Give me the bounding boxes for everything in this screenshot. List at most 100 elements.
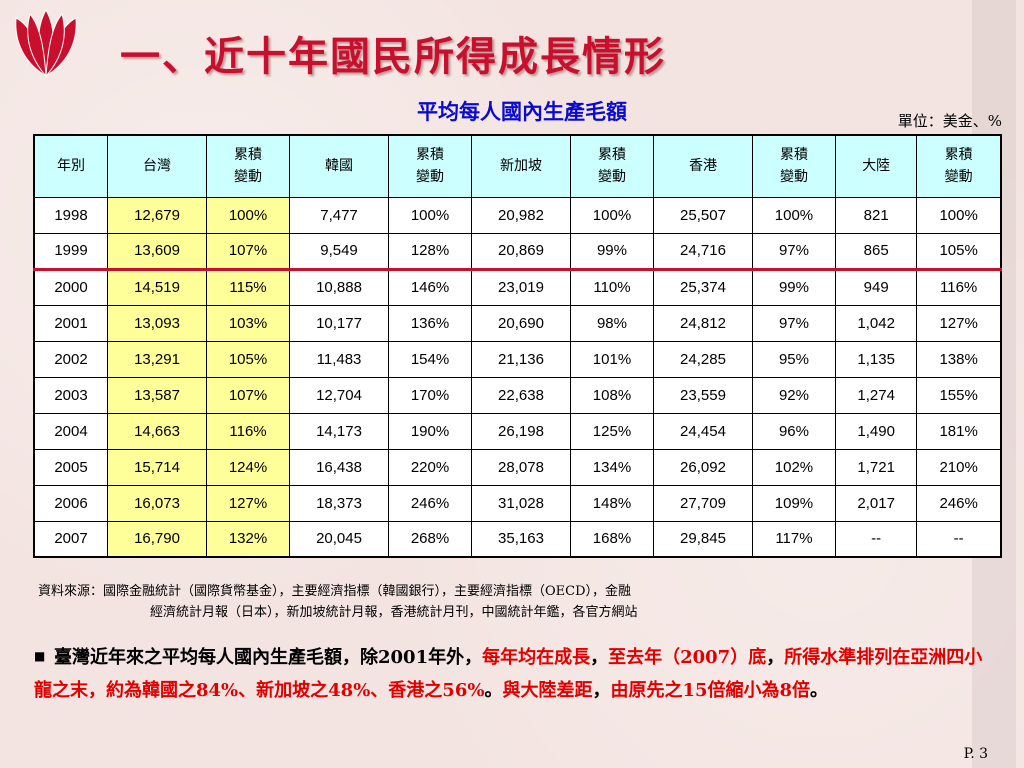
table-cell: 97% bbox=[751, 304, 837, 342]
table-cell: 13,609 bbox=[107, 232, 207, 271]
unit-label: 單位：美金、% bbox=[897, 112, 1002, 130]
table-cell: 92% bbox=[751, 376, 837, 414]
table-cell: 35,163 bbox=[471, 520, 571, 558]
table-cell: 1,042 bbox=[834, 304, 918, 342]
table-cell: 109% bbox=[751, 484, 837, 522]
table-cell: 14,519 bbox=[107, 268, 207, 306]
table-cell: 14,663 bbox=[107, 412, 207, 450]
bullet-text-3: ， bbox=[766, 647, 785, 668]
table-cell: 124% bbox=[205, 448, 291, 486]
table-cell: 27,709 bbox=[653, 484, 753, 522]
table-cell: 154% bbox=[387, 340, 473, 378]
table-cell: 110% bbox=[569, 268, 655, 306]
table-cell: 23,559 bbox=[653, 376, 753, 414]
bullet-highlight-4: 與大陸差距 bbox=[502, 680, 593, 701]
table-cell: 2000 bbox=[33, 268, 109, 306]
table-cell: 16,790 bbox=[107, 520, 207, 558]
bullet-text-4: 。 bbox=[484, 680, 503, 701]
table-row: 2002 13,291 105% 11,483 154% 21,136 101% 24,285… bbox=[33, 340, 1002, 378]
gdp-per-capita-table: 年別 台灣 累積 變動 韓國 累積 變動 新加坡 累積 變動 香港 累積 變動 大陸 累積 變動 1998 12… bbox=[33, 134, 1002, 558]
bullet-text-1: 臺灣近年來之平均每人國內生產毛額，除2001年外， bbox=[54, 647, 483, 668]
column-header: 累積 變動 bbox=[205, 134, 291, 198]
table-header-row: 年別 台灣 累積 變動 韓國 累積 變動 新加坡 累積 變動 香港 累積 變動 大陸 累積 變動 bbox=[33, 134, 1002, 198]
table-cell: 99% bbox=[751, 268, 837, 306]
table-cell: 100% bbox=[569, 196, 655, 234]
table-cell: 949 bbox=[834, 268, 918, 306]
table-cell: 100% bbox=[751, 196, 837, 234]
table-cell: 246% bbox=[916, 484, 1002, 522]
table-cell: 11,483 bbox=[289, 340, 389, 378]
table-cell: 98% bbox=[569, 304, 655, 342]
column-header: 累積 變動 bbox=[569, 134, 655, 198]
table-cell: 821 bbox=[834, 196, 918, 234]
bullet-highlight-2: 至去年（2007）底 bbox=[608, 647, 767, 668]
table-cell: 2006 bbox=[33, 484, 109, 522]
table-cell: 13,587 bbox=[107, 376, 207, 414]
table-cell: 13,093 bbox=[107, 304, 207, 342]
table-cell: 117% bbox=[751, 520, 837, 558]
table-row: 2001 13,093 103% 10,177 136% 20,690 98% 24,812 9… bbox=[33, 304, 1002, 342]
table-cell: 96% bbox=[751, 412, 837, 450]
table-row: 2006 16,073 127% 18,373 246% 31,028 148% 27,709… bbox=[33, 484, 1002, 522]
table-cell: 102% bbox=[751, 448, 837, 486]
table-cell: 127% bbox=[205, 484, 291, 522]
table-cell: 246% bbox=[387, 484, 473, 522]
column-header: 累積 變動 bbox=[387, 134, 473, 198]
table-title: 平均每人國內生產毛額 bbox=[417, 99, 627, 124]
table-cell: 13,291 bbox=[107, 340, 207, 378]
table-cell: 99% bbox=[569, 232, 655, 271]
table-cell: 26,198 bbox=[471, 412, 571, 450]
table-cell: 24,454 bbox=[653, 412, 753, 450]
table-cell: 2,017 bbox=[834, 484, 918, 522]
table-cell: 220% bbox=[387, 448, 473, 486]
table-cell: 138% bbox=[916, 340, 1002, 378]
table-cell: 107% bbox=[205, 376, 291, 414]
table-cell: 15,714 bbox=[107, 448, 207, 486]
bullet-highlight-3: 所得水準排列在亞洲四小龍之末，約為韓國之84%、新加坡之48%、香港之56% bbox=[34, 647, 983, 701]
table-cell: 1,721 bbox=[834, 448, 918, 486]
table-cell: -- bbox=[916, 520, 1002, 558]
table-cell: 2004 bbox=[33, 412, 109, 450]
slide-title: 一、近十年國民所得成長情形 bbox=[120, 33, 666, 80]
company-logo-icon bbox=[15, 8, 77, 78]
table-cell: 268% bbox=[387, 520, 473, 558]
bullet-highlight-1: 每年均在成長 bbox=[482, 647, 591, 668]
table-cell: 12,704 bbox=[289, 376, 389, 414]
table-cell: 1999 bbox=[33, 232, 109, 271]
table-cell: 20,982 bbox=[471, 196, 571, 234]
table-cell: 116% bbox=[916, 268, 1002, 306]
column-header: 年別 bbox=[33, 134, 109, 198]
source-line-1: 資料來源：國際金融統計（國際貨幣基金），主要經濟指標（韓國銀行），主要經濟指標（… bbox=[38, 584, 632, 599]
table-cell: 1,490 bbox=[834, 412, 918, 450]
bullet-text-2: ， bbox=[590, 647, 609, 668]
table-cell: 18,373 bbox=[289, 484, 389, 522]
table-row: 2004 14,663 116% 14,173 190% 26,198 125% 24,454… bbox=[33, 412, 1002, 450]
table-cell: 24,285 bbox=[653, 340, 753, 378]
table-cell: 115% bbox=[205, 268, 291, 306]
table-cell: 2003 bbox=[33, 376, 109, 414]
table-cell: 26,092 bbox=[653, 448, 753, 486]
table-cell: 127% bbox=[916, 304, 1002, 342]
table-cell: 116% bbox=[205, 412, 291, 450]
table-row: 2005 15,714 124% 16,438 220% 28,078 134% 26,092… bbox=[33, 448, 1002, 486]
column-header: 累積 變動 bbox=[916, 134, 1002, 198]
table-cell: 21,136 bbox=[471, 340, 571, 378]
table-cell: 210% bbox=[916, 448, 1002, 486]
table-cell: 1,274 bbox=[834, 376, 918, 414]
table-row: 1999 13,609 107% 9,549 128% 20,869 99% 24,716 97… bbox=[33, 232, 1002, 271]
table-cell: 105% bbox=[205, 340, 291, 378]
table-cell: 20,045 bbox=[289, 520, 389, 558]
source-line-2: 經濟統計月報（日本），新加坡統計月報，香港統計月刊，中國統計年鑑，各官方網站 bbox=[150, 605, 638, 620]
summary-bullet: ■ 臺灣近年來之平均每人國內生產毛額，除2001年外，每年均在成長，至去年（200… bbox=[34, 640, 996, 707]
table-cell: 28,078 bbox=[471, 448, 571, 486]
bullet-text-6: 。 bbox=[810, 680, 829, 701]
table-cell: 105% bbox=[916, 232, 1002, 271]
table-cell: 7,477 bbox=[289, 196, 389, 234]
table-cell: 22,638 bbox=[471, 376, 571, 414]
column-header: 韓國 bbox=[289, 134, 389, 198]
table-cell: 2001 bbox=[33, 304, 109, 342]
page-number: P. 3 bbox=[963, 746, 988, 762]
table-cell: 103% bbox=[205, 304, 291, 342]
table-cell: 108% bbox=[569, 376, 655, 414]
bullet-square-icon: ■ bbox=[34, 649, 46, 663]
